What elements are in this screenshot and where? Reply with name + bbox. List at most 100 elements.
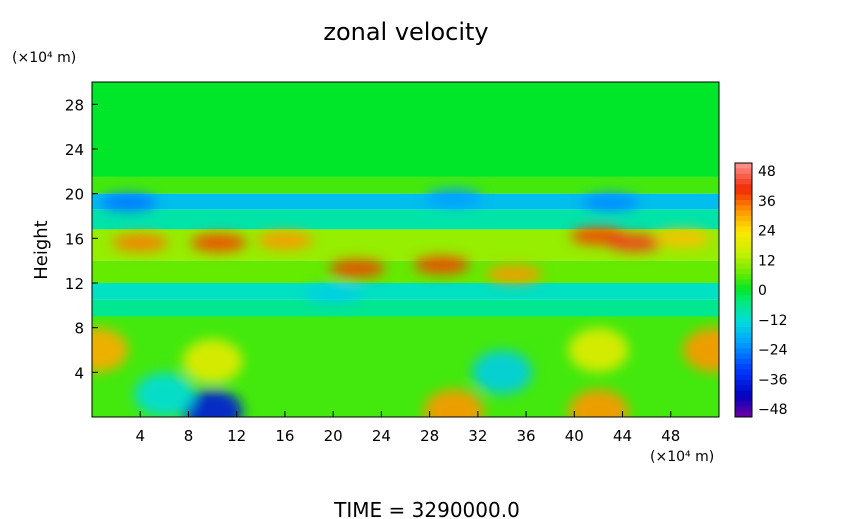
- colorbar-tick-label: 48: [758, 164, 776, 180]
- colorbar-cell: [735, 316, 752, 323]
- colorbar-cell: [735, 194, 752, 201]
- x-tick-label: 16: [275, 427, 294, 445]
- field-feature: [606, 233, 663, 252]
- colorbar-cell: [735, 290, 752, 296]
- colorbar-cell: [735, 374, 752, 381]
- colorbar-cell: [735, 237, 752, 243]
- field-feature: [582, 193, 639, 212]
- x-tick-label: 12: [227, 427, 246, 445]
- colorbar-cell: [735, 300, 752, 307]
- field-band: [92, 283, 719, 300]
- field-feature: [486, 265, 543, 284]
- colorbar-cell: [735, 226, 752, 233]
- colorbar-tick-label: −24: [758, 343, 788, 359]
- colorbar-cell: [735, 279, 752, 286]
- x-tick-label: 44: [613, 427, 632, 445]
- colorbar-cell: [735, 221, 752, 227]
- x-axis-unit-label: (×10⁴ m): [650, 449, 714, 465]
- field-band: [92, 209, 719, 230]
- plot-frame: [91, 81, 720, 418]
- field-feature: [305, 285, 362, 304]
- field-feature: [134, 372, 195, 417]
- y-axis: 4 8 12 16 20 24 28: [65, 96, 98, 382]
- colorbar-cell: [735, 369, 752, 376]
- colorbar-tick-label: 0: [758, 283, 767, 299]
- colorbar-cell: [735, 321, 752, 328]
- field-feature: [190, 233, 247, 252]
- colorbar-cell: [735, 327, 752, 333]
- x-tick-label: 36: [517, 427, 536, 445]
- colorbar-cell: [735, 200, 752, 206]
- colorbar-cell: [735, 205, 752, 212]
- colorbar-tick-label: −36: [758, 372, 788, 388]
- colorbar-cell: [735, 353, 752, 360]
- field-feature: [568, 389, 629, 417]
- y-axis-unit-label: (×10⁴ m): [12, 50, 76, 66]
- colorbar-cell: [735, 311, 752, 317]
- field-feature: [329, 259, 386, 278]
- colorbar-cell: [735, 252, 752, 259]
- colorbar-cell: [735, 337, 752, 344]
- colorbar: 48 36 24 12 0 −12 −24 −36 −48: [734, 162, 788, 418]
- colorbar-cell: [735, 342, 752, 349]
- y-tick-label: 16: [65, 230, 84, 248]
- field-band: [92, 260, 719, 283]
- field-band: [92, 176, 719, 194]
- time-footer: TIME = 3290000.0: [333, 498, 520, 519]
- field-feature: [425, 189, 482, 208]
- field-feature: [682, 328, 719, 372]
- colorbar-cell: [735, 385, 752, 391]
- colorbar-cell: [735, 348, 752, 354]
- colorbar-cell: [735, 295, 752, 301]
- field-feature: [568, 328, 629, 372]
- colorbar-cell: [735, 284, 752, 291]
- field-feature: [256, 231, 313, 250]
- field-feature: [654, 229, 711, 248]
- colorbar-cell: [735, 173, 752, 180]
- heatmap-field: [92, 82, 719, 417]
- colorbar-cell: [735, 401, 752, 407]
- colorbar-cell: [735, 263, 752, 270]
- field-band: [92, 193, 719, 210]
- colorbar-cell: [735, 274, 752, 280]
- field-feature: [92, 328, 129, 372]
- colorbar-cell: [735, 231, 752, 238]
- field-feature: [413, 256, 470, 275]
- x-tick-label: 8: [184, 427, 194, 445]
- x-tick-label: 20: [324, 427, 343, 445]
- colorbar-frame: [734, 162, 753, 418]
- colorbar-cell: [735, 411, 752, 418]
- x-tick-label: 4: [135, 427, 145, 445]
- colorbar-cell: [735, 364, 752, 370]
- colorbar-cell: [735, 390, 752, 397]
- colorbar-cell: [735, 247, 752, 254]
- chart-title: zonal velocity: [323, 18, 488, 46]
- colorbar-cell: [735, 168, 752, 174]
- field-feature: [112, 233, 169, 252]
- x-tick-label: 28: [420, 427, 439, 445]
- field-band: [92, 82, 719, 177]
- field-feature: [423, 389, 484, 417]
- y-tick-label: 12: [65, 275, 84, 293]
- x-tick-label: 32: [468, 427, 487, 445]
- colorbar-cell: [735, 215, 752, 222]
- colorbar-tick-label: −12: [758, 313, 788, 329]
- colorbar-tick-label: 36: [758, 194, 776, 210]
- colorbar-cell: [735, 332, 752, 339]
- colorbar-tick-label: 12: [758, 253, 776, 269]
- colorbar-cell: [735, 210, 752, 217]
- y-tick-label: 28: [65, 96, 84, 114]
- colorbar-cell: [735, 258, 752, 264]
- colorbar-cell: [735, 189, 752, 196]
- y-tick-label: 8: [74, 320, 84, 338]
- colorbar-cell: [735, 242, 752, 249]
- field-feature: [182, 389, 243, 417]
- y-axis-label: Height: [31, 220, 52, 280]
- y-tick-label: 24: [65, 141, 84, 159]
- colorbar-cell: [735, 395, 752, 402]
- colorbar-cell: [735, 406, 752, 413]
- colorbar-tick-label: 24: [758, 224, 776, 240]
- x-tick-label: 40: [565, 427, 584, 445]
- colorbar-cell: [735, 305, 752, 312]
- x-tick-label: 24: [372, 427, 391, 445]
